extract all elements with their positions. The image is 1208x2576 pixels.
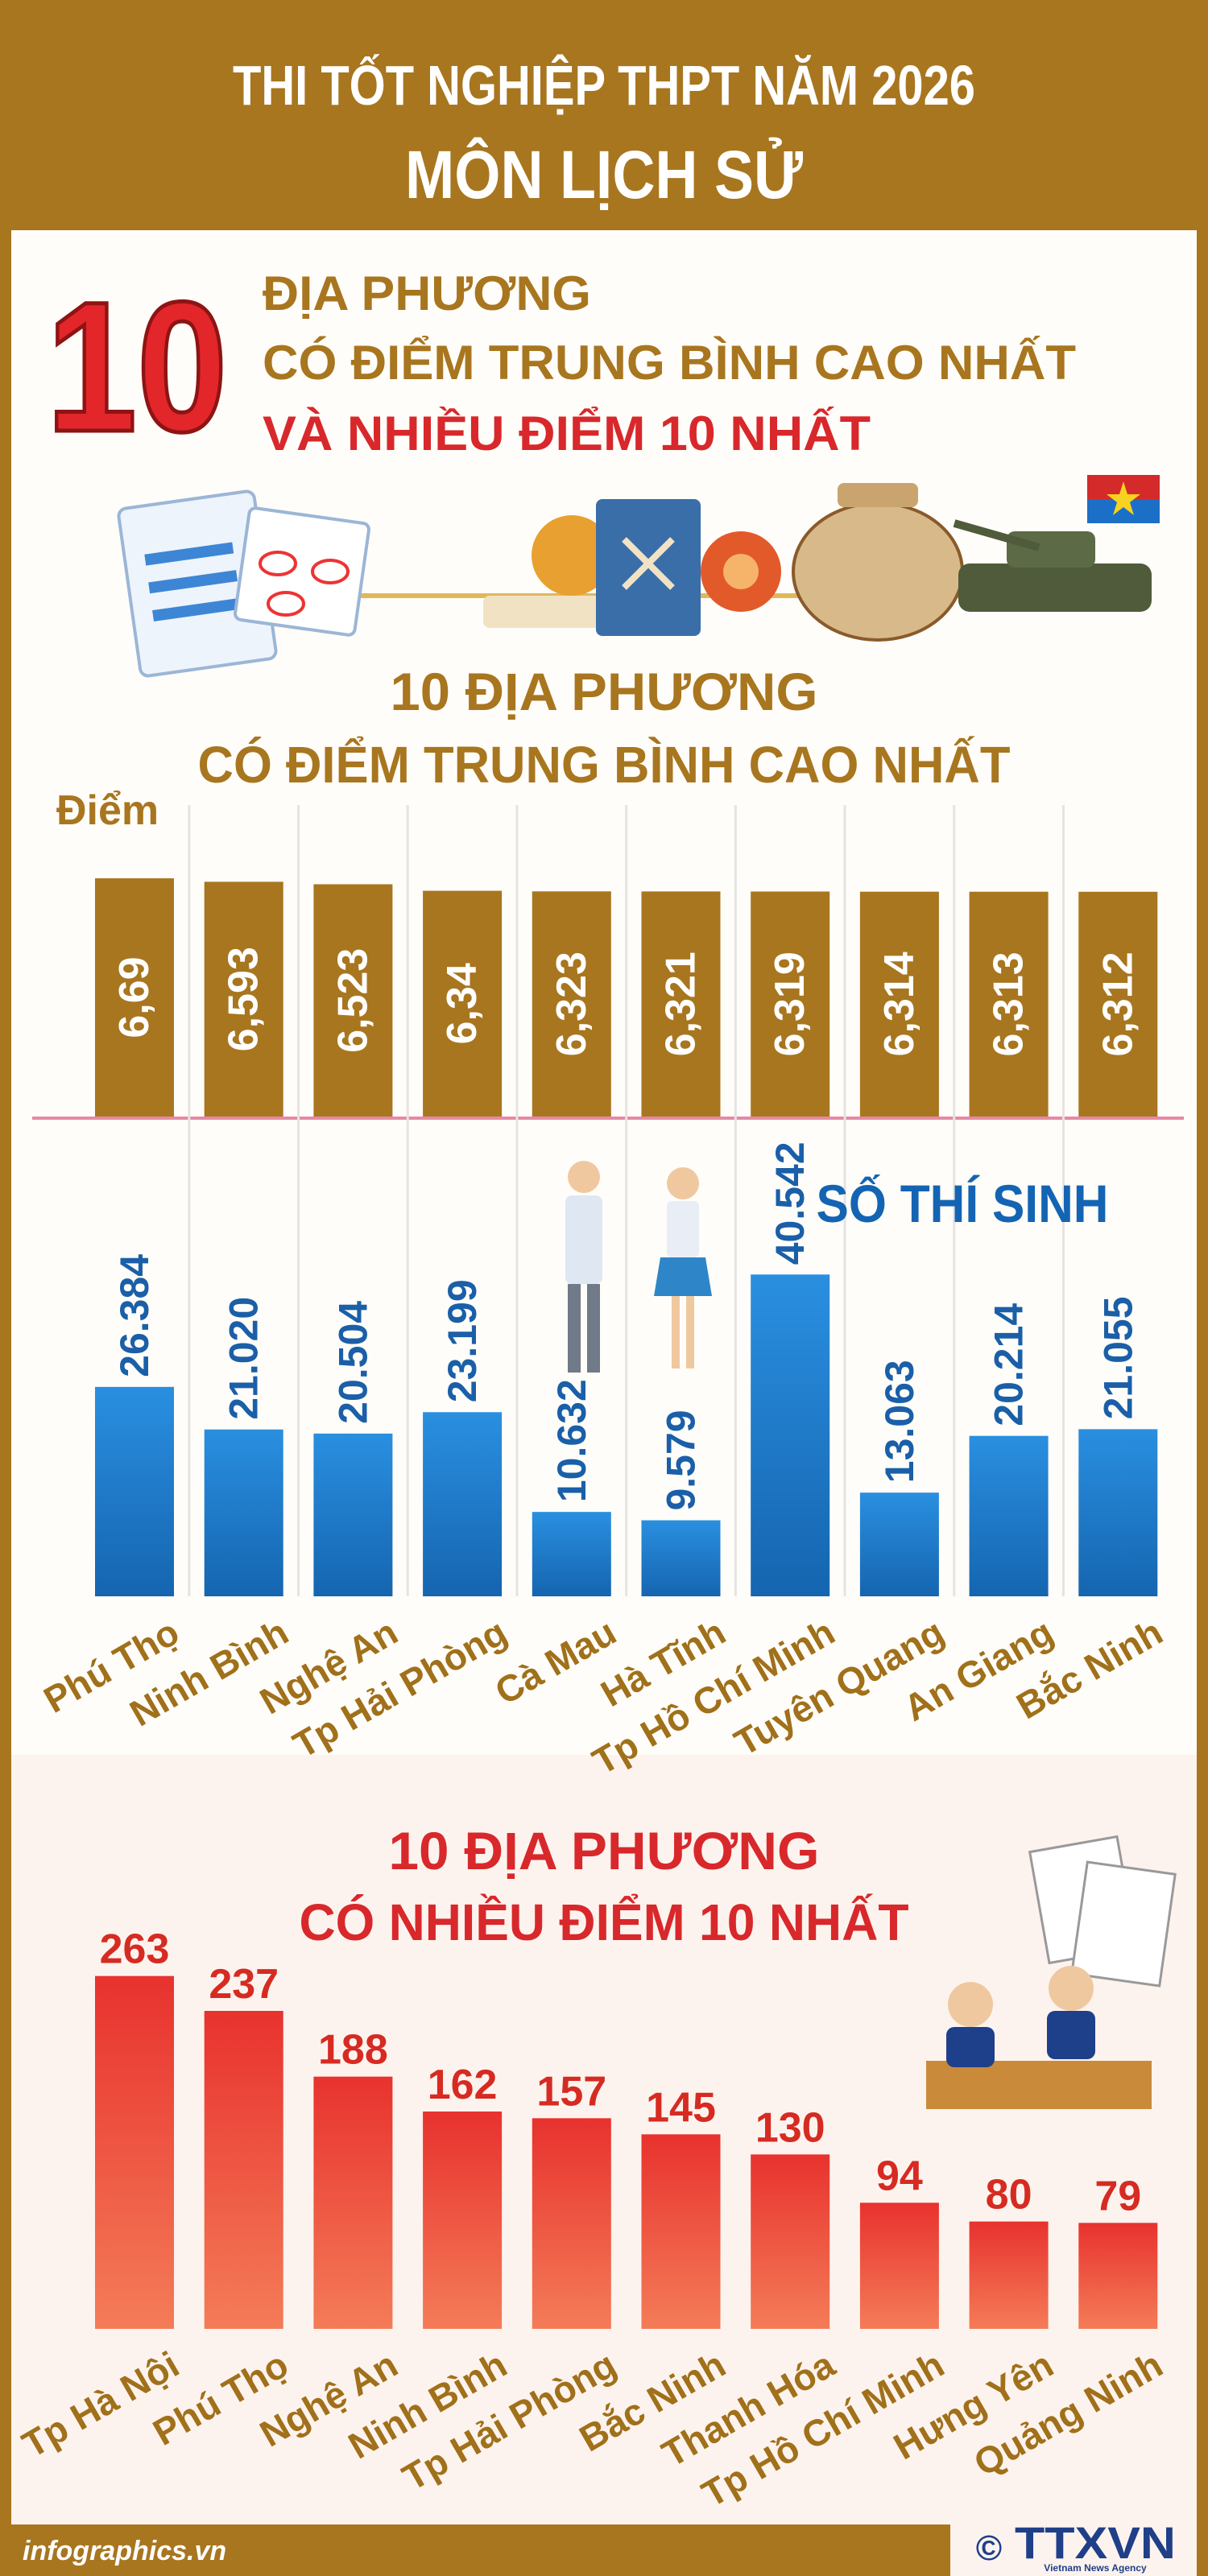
value-label: 263 xyxy=(100,1926,170,1973)
footer-tab xyxy=(11,2526,253,2576)
chart-title: 10 ĐỊA PHƯƠNG xyxy=(391,662,818,721)
illustration-winners xyxy=(926,1835,1177,2109)
value-label: 157 xyxy=(536,2068,606,2115)
chart-title: 10 ĐỊA PHƯƠNG xyxy=(389,1821,820,1880)
value-label: 80 xyxy=(986,2172,1032,2219)
bar xyxy=(969,1435,1049,1596)
value-label: 20.214 xyxy=(987,1303,1032,1426)
illustration-students xyxy=(565,1161,712,1373)
footer-copyright: © xyxy=(976,2529,1002,2568)
footer-source: infographics.vn xyxy=(23,2536,226,2566)
value-label: 26.384 xyxy=(112,1254,157,1377)
illustration xyxy=(117,475,1160,678)
header-title: THI TỐT NGHIỆP THPT NĂM 2026 xyxy=(233,53,975,117)
bar xyxy=(532,2118,611,2329)
headline-line: ĐỊA PHƯƠNG xyxy=(263,266,591,320)
bar xyxy=(313,2076,393,2329)
bar xyxy=(751,891,830,1117)
value-label: 6,323 xyxy=(548,952,595,1056)
value-label: 23.199 xyxy=(440,1279,485,1402)
bar xyxy=(1078,891,1158,1117)
chart-subtitle: CÓ ĐIỂM TRUNG BÌNH CAO NHẤT xyxy=(198,735,1011,794)
bar xyxy=(532,891,611,1117)
value-label: 6,321 xyxy=(658,952,705,1056)
bar xyxy=(313,1433,393,1596)
bar xyxy=(751,2154,830,2329)
y-axis-label: Điểm xyxy=(56,787,159,834)
value-label: 94 xyxy=(876,2153,923,2199)
value-label: 21.055 xyxy=(1095,1296,1140,1419)
logo-bg xyxy=(950,2520,1197,2576)
bar xyxy=(532,1512,611,1596)
value-label: 6,34 xyxy=(439,963,486,1044)
value-label: 6,313 xyxy=(986,952,1032,1056)
value-label: 10.632 xyxy=(549,1379,594,1502)
value-label: 6,593 xyxy=(221,947,267,1051)
bar xyxy=(204,1429,283,1596)
chart-subtitle: CÓ NHIỀU ĐIỂM 10 NHẤT xyxy=(300,1893,909,1951)
value-label: 6,523 xyxy=(329,948,376,1053)
bar xyxy=(641,2134,721,2329)
bar xyxy=(313,884,393,1117)
bar xyxy=(204,881,283,1117)
footer-agency-subtitle: Vietnam News Agency xyxy=(1044,2562,1147,2574)
value-label: 79 xyxy=(1094,2173,1141,2219)
bar xyxy=(969,2221,1049,2329)
value-label: 6,69 xyxy=(111,956,158,1038)
bar xyxy=(969,891,1049,1117)
bar xyxy=(859,1492,939,1596)
bar xyxy=(423,890,503,1117)
value-label: 13.063 xyxy=(877,1360,922,1483)
value-label: 145 xyxy=(646,2084,716,2131)
value-label: 6,312 xyxy=(1094,952,1141,1056)
bar xyxy=(641,1520,721,1596)
value-label: 162 xyxy=(428,2062,498,2108)
bar xyxy=(204,2011,283,2329)
value-label: 6,314 xyxy=(876,952,923,1056)
footer-agency: TTXVN xyxy=(1015,2517,1176,2568)
bar xyxy=(859,2202,939,2329)
bar xyxy=(641,891,721,1117)
bar xyxy=(423,1412,503,1596)
bar xyxy=(859,891,939,1117)
value-label: 9.579 xyxy=(659,1410,704,1510)
bar xyxy=(95,1386,174,1596)
value-label: 237 xyxy=(209,1961,279,2008)
value-label: 21.020 xyxy=(221,1297,267,1420)
bar xyxy=(1078,2223,1158,2329)
bar xyxy=(423,2112,503,2329)
headline-line: VÀ NHIỀU ĐIỂM 10 NHẤT xyxy=(263,407,871,460)
bar xyxy=(95,878,174,1117)
bar xyxy=(95,1975,174,2329)
chart-title: SỐ THÍ SINH xyxy=(817,1174,1109,1233)
bar xyxy=(751,1274,830,1596)
bar xyxy=(1078,1429,1158,1596)
value-label: 40.542 xyxy=(767,1141,813,1265)
value-label: 6,319 xyxy=(767,952,813,1056)
headline-line: CÓ ĐIỂM TRUNG BÌNH CAO NHẤT xyxy=(263,336,1076,390)
value-label: 20.504 xyxy=(330,1301,375,1424)
value-label: 130 xyxy=(755,2104,825,2151)
value-label: 188 xyxy=(318,2027,388,2074)
header-subtitle: MÔN LỊCH SỬ xyxy=(405,137,803,213)
headline-number: 10 xyxy=(47,263,228,470)
